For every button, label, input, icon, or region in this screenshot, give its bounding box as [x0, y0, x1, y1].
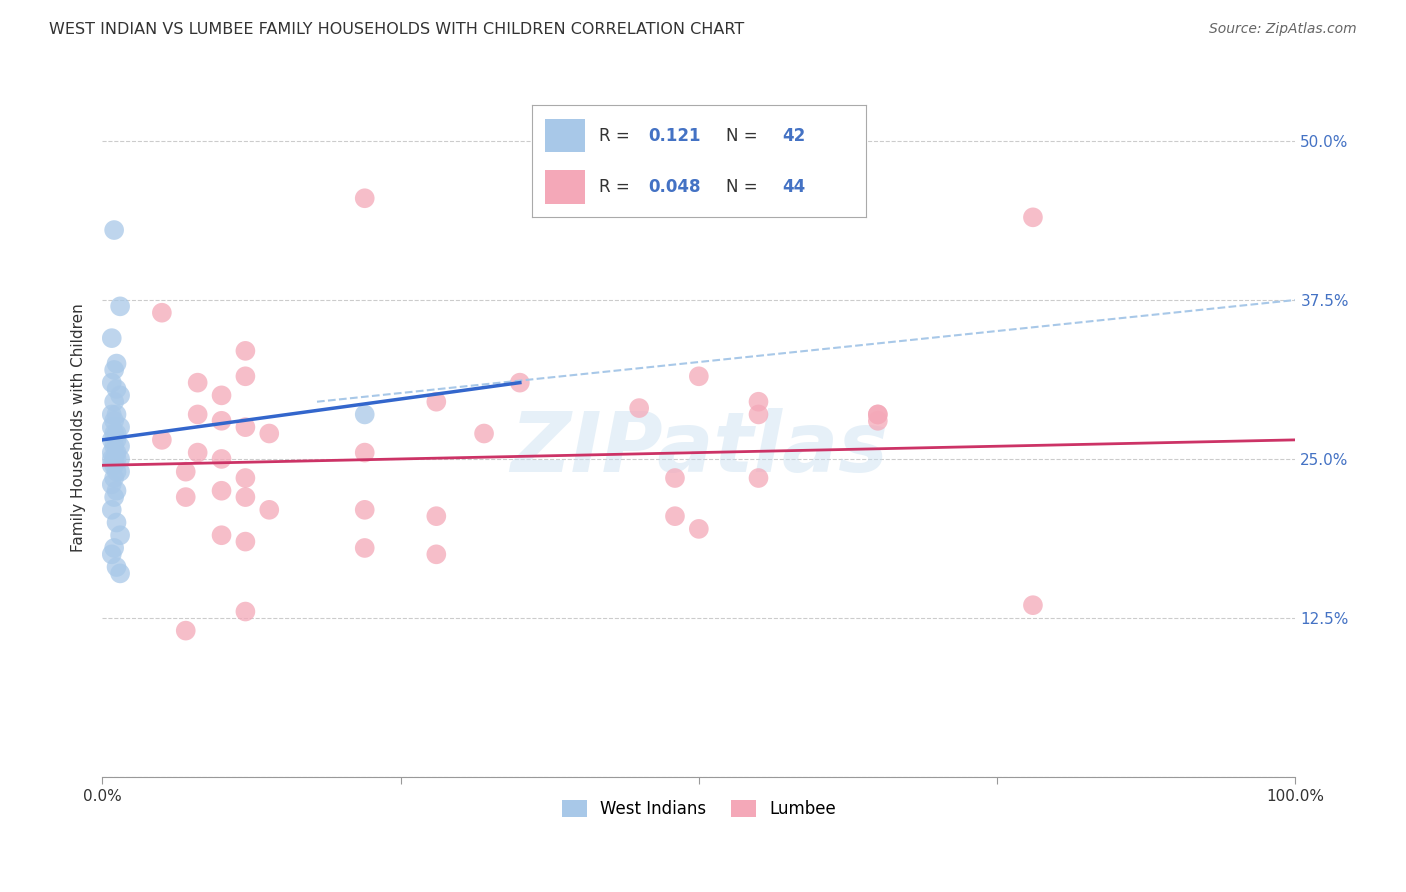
Point [353, 191, 375, 205]
Point [235, 605, 257, 619]
Point [103, 452, 125, 467]
Point [100, 503, 122, 517]
Point [100, 452, 122, 467]
Point [353, 408, 375, 422]
Point [100, 408, 122, 422]
Point [105, 357, 128, 371]
Point [472, 426, 495, 441]
Point [108, 528, 131, 542]
Point [100, 458, 122, 473]
Point [747, 408, 769, 422]
Point [174, 624, 197, 638]
Text: Source: ZipAtlas.com: Source: ZipAtlas.com [1209, 22, 1357, 37]
Point [150, 433, 173, 447]
Point [108, 420, 131, 434]
Point [105, 408, 128, 422]
Point [103, 414, 125, 428]
Point [108, 452, 131, 467]
Point [103, 490, 125, 504]
Point [353, 503, 375, 517]
Text: ZIPatlas: ZIPatlas [510, 408, 887, 489]
Point [103, 541, 125, 555]
Point [211, 388, 233, 402]
Point [747, 471, 769, 485]
Point [664, 471, 686, 485]
Point [425, 394, 447, 409]
Point [866, 408, 889, 422]
Point [103, 471, 125, 485]
Point [103, 223, 125, 237]
Point [425, 509, 447, 524]
Point [747, 394, 769, 409]
Legend: West Indians, Lumbee: West Indians, Lumbee [555, 793, 842, 824]
Point [1022, 598, 1045, 612]
Point [105, 483, 128, 498]
Point [108, 566, 131, 581]
Point [688, 369, 710, 384]
Point [688, 522, 710, 536]
Point [866, 408, 889, 422]
Point [235, 343, 257, 358]
Point [100, 420, 122, 434]
Point [100, 433, 122, 447]
Point [105, 452, 128, 467]
Point [509, 376, 531, 390]
Point [103, 458, 125, 473]
Point [100, 331, 122, 345]
Point [105, 445, 128, 459]
Point [353, 541, 375, 555]
Point [211, 483, 233, 498]
Point [425, 547, 447, 561]
Point [187, 408, 209, 422]
Point [150, 306, 173, 320]
Point [211, 528, 233, 542]
Point [628, 401, 651, 415]
Point [100, 547, 122, 561]
Point [353, 445, 375, 459]
Point [105, 516, 128, 530]
Point [108, 465, 131, 479]
Point [174, 465, 197, 479]
Point [187, 445, 209, 459]
Point [108, 388, 131, 402]
Point [187, 376, 209, 390]
Point [1022, 211, 1045, 225]
Point [105, 433, 128, 447]
Point [105, 382, 128, 396]
Point [174, 490, 197, 504]
Point [100, 445, 122, 459]
Text: WEST INDIAN VS LUMBEE FAMILY HOUSEHOLDS WITH CHILDREN CORRELATION CHART: WEST INDIAN VS LUMBEE FAMILY HOUSEHOLDS … [49, 22, 744, 37]
Point [105, 426, 128, 441]
Point [108, 439, 131, 453]
Point [259, 503, 281, 517]
Point [664, 509, 686, 524]
Point [100, 477, 122, 491]
Point [108, 299, 131, 313]
Point [235, 420, 257, 434]
Point [235, 369, 257, 384]
Y-axis label: Family Households with Children: Family Households with Children [72, 302, 86, 551]
Point [103, 439, 125, 453]
Point [235, 471, 257, 485]
Point [103, 426, 125, 441]
Point [211, 414, 233, 428]
Point [103, 394, 125, 409]
Point [259, 426, 281, 441]
Point [103, 363, 125, 377]
Point [105, 465, 128, 479]
Point [211, 452, 233, 467]
Point [866, 414, 889, 428]
Point [100, 376, 122, 390]
Point [235, 534, 257, 549]
Point [235, 490, 257, 504]
Point [105, 560, 128, 574]
